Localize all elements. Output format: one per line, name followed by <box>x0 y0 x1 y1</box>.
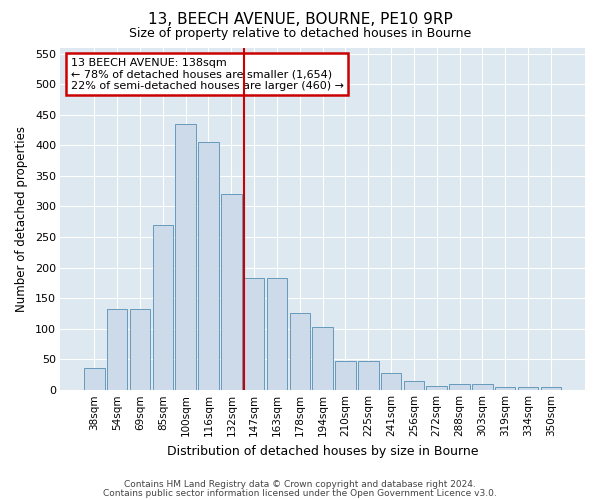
Bar <box>358 361 379 390</box>
Text: 13 BEECH AVENUE: 138sqm
← 78% of detached houses are smaller (1,654)
22% of semi: 13 BEECH AVENUE: 138sqm ← 78% of detache… <box>71 58 344 91</box>
Bar <box>130 308 150 390</box>
Bar <box>107 308 127 390</box>
Text: 13, BEECH AVENUE, BOURNE, PE10 9RP: 13, BEECH AVENUE, BOURNE, PE10 9RP <box>148 12 452 28</box>
Text: Size of property relative to detached houses in Bourne: Size of property relative to detached ho… <box>129 28 471 40</box>
Bar <box>221 194 242 390</box>
Bar <box>427 386 447 390</box>
Bar <box>495 387 515 390</box>
Text: Contains public sector information licensed under the Open Government Licence v3: Contains public sector information licen… <box>103 488 497 498</box>
Bar <box>335 361 356 390</box>
Bar <box>541 387 561 390</box>
Bar <box>518 387 538 390</box>
Bar <box>404 380 424 390</box>
Bar <box>84 368 104 390</box>
Bar <box>313 327 333 390</box>
Bar <box>175 124 196 390</box>
Bar <box>198 142 219 390</box>
X-axis label: Distribution of detached houses by size in Bourne: Distribution of detached houses by size … <box>167 444 478 458</box>
Y-axis label: Number of detached properties: Number of detached properties <box>15 126 28 312</box>
Bar <box>244 278 265 390</box>
Bar <box>472 384 493 390</box>
Text: Contains HM Land Registry data © Crown copyright and database right 2024.: Contains HM Land Registry data © Crown c… <box>124 480 476 489</box>
Bar <box>152 225 173 390</box>
Bar <box>449 384 470 390</box>
Bar <box>381 373 401 390</box>
Bar <box>290 314 310 390</box>
Bar <box>266 278 287 390</box>
